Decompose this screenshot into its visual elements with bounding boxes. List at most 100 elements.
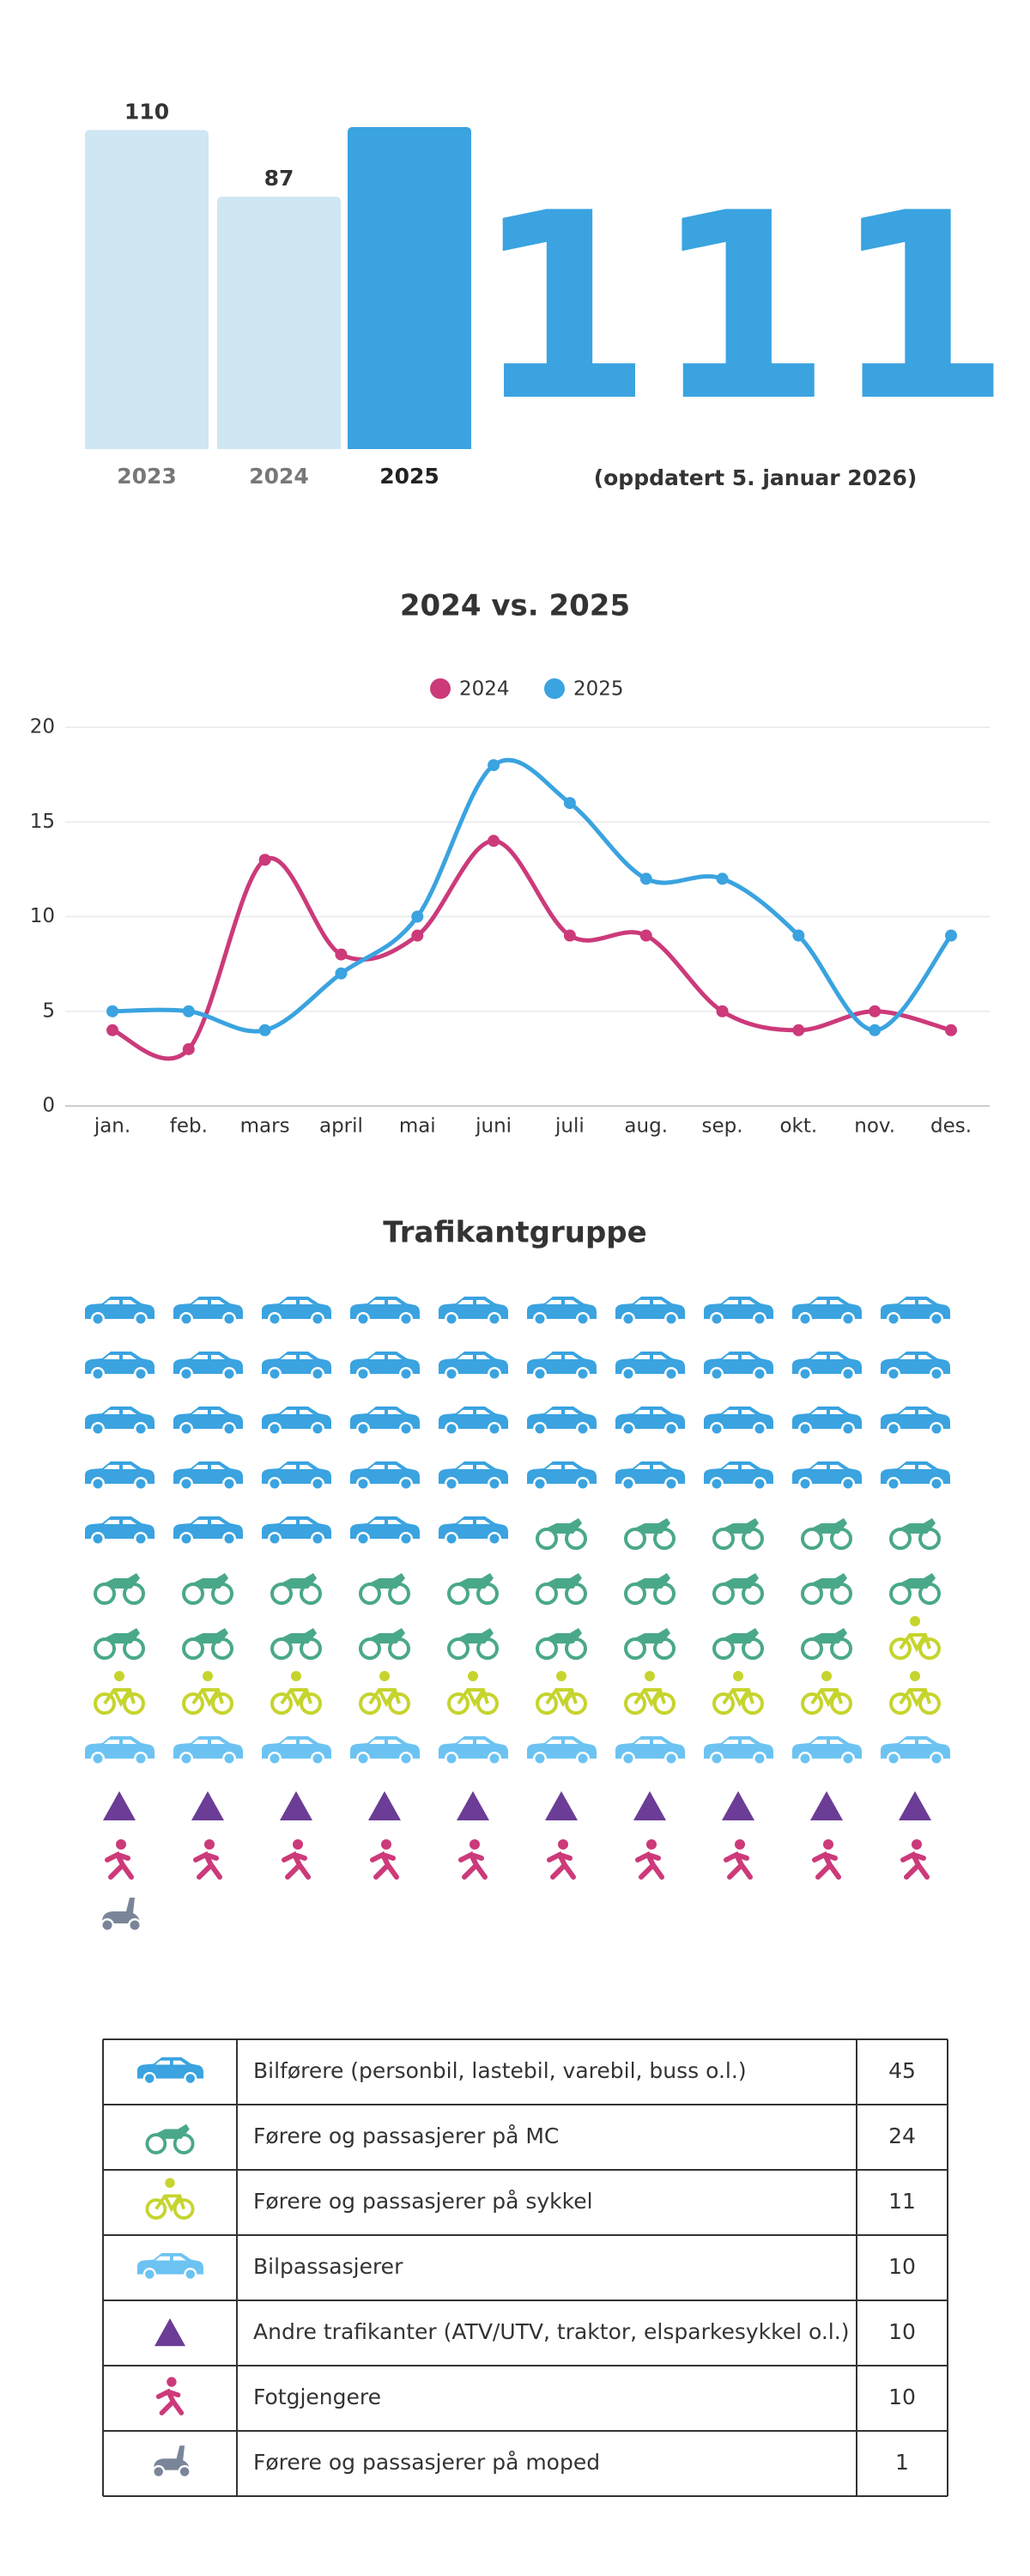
head <box>912 1839 922 1850</box>
icon-mc <box>801 1628 852 1660</box>
head <box>733 1671 743 1681</box>
icon-walker <box>900 1839 930 1880</box>
head <box>203 1671 213 1681</box>
mc-body <box>900 1573 936 1589</box>
point <box>716 1005 729 1018</box>
wheel <box>447 1583 470 1605</box>
icon-car <box>85 1297 154 1326</box>
wheel <box>130 1920 140 1930</box>
table-label: Fotgjengere <box>253 2385 381 2409</box>
line-title: 2024 vs. 2025 <box>400 589 630 623</box>
car-window <box>369 1520 402 1524</box>
triangle <box>154 2318 186 2347</box>
wheel <box>843 1369 853 1379</box>
head <box>204 1839 215 1850</box>
triangle <box>545 1791 578 1820</box>
x-tick-label: juni <box>475 1115 512 1138</box>
triangle <box>633 1791 666 1820</box>
wheel <box>136 1314 146 1324</box>
wheel <box>270 1753 280 1764</box>
head <box>291 1671 301 1681</box>
point <box>563 929 576 942</box>
car-window <box>457 1520 490 1524</box>
table-label: Bilførere (personbil, lastebil, varebil,… <box>253 2058 747 2083</box>
body <box>900 1850 930 1880</box>
wheel <box>359 1692 381 1715</box>
wheel <box>712 1479 722 1489</box>
wheel <box>888 1369 899 1379</box>
car-window <box>900 1740 932 1744</box>
x-tick-label: 2023 <box>117 464 177 489</box>
car-window <box>281 1355 313 1359</box>
line <box>112 757 953 1034</box>
wheel <box>888 1753 899 1764</box>
car-window <box>281 1410 313 1414</box>
car-window <box>546 1740 579 1744</box>
car-window <box>723 1355 755 1359</box>
triangle <box>810 1791 843 1820</box>
group-title: Trafikantgruppe <box>383 1216 646 1250</box>
wheel <box>712 1424 722 1434</box>
head <box>165 2178 175 2188</box>
head <box>114 1671 124 1681</box>
point <box>258 1024 271 1036</box>
car-window <box>634 1355 667 1359</box>
icon-triangle <box>899 1791 931 1820</box>
wheel <box>181 1424 191 1434</box>
icon-walker <box>105 1839 134 1880</box>
icon-mc <box>447 1628 499 1660</box>
icon-car <box>527 1461 597 1491</box>
icon-car <box>439 1297 508 1326</box>
icon-car <box>137 2057 203 2086</box>
point <box>335 948 348 961</box>
icon-car <box>173 1736 243 1765</box>
point <box>258 854 271 866</box>
icon-car <box>792 1297 862 1326</box>
point <box>106 1024 118 1036</box>
wheel <box>224 1479 234 1489</box>
mc-body <box>546 1518 582 1534</box>
head <box>116 1839 126 1850</box>
wheel <box>447 1692 470 1715</box>
car-window <box>634 1410 667 1414</box>
wheel <box>578 1424 588 1434</box>
wheel <box>181 1753 191 1764</box>
wheel <box>93 1534 103 1544</box>
head <box>167 2377 177 2387</box>
wheel <box>224 1534 234 1544</box>
wheel <box>181 1479 191 1489</box>
wheel <box>565 1692 587 1715</box>
icon-walker <box>547 1839 576 1880</box>
x-tick-label: sep. <box>702 1115 743 1138</box>
body <box>155 2388 185 2415</box>
icon-walker <box>635 1839 664 1880</box>
icon-triangle <box>368 1791 401 1820</box>
wheel <box>653 1692 676 1715</box>
triangle <box>368 1791 401 1820</box>
wheel <box>102 1920 112 1930</box>
wheel <box>489 1369 500 1379</box>
icon-mc <box>182 1628 233 1660</box>
icon-mc <box>145 2123 195 2154</box>
frame <box>545 1688 578 1708</box>
icon-car <box>615 1406 685 1436</box>
x-tick-label: juli <box>554 1115 585 1138</box>
icon-triangle <box>457 1791 489 1820</box>
wheel <box>578 1753 588 1764</box>
x-tick-label: april <box>319 1115 363 1138</box>
legend-label: 2025 <box>573 678 624 701</box>
car-window <box>192 1410 225 1414</box>
wheel <box>224 1753 234 1764</box>
icon-bike <box>536 1671 587 1715</box>
wheel <box>154 2467 163 2476</box>
car-window <box>811 1410 844 1414</box>
point <box>869 1024 882 1036</box>
icon-car <box>615 1352 685 1381</box>
x-tick-label: mars <box>240 1115 290 1138</box>
triangle <box>103 1791 136 1820</box>
table-count: 1 <box>895 2450 909 2475</box>
table-label: Bilpassasjerer <box>253 2254 403 2279</box>
icon-mc <box>94 1573 145 1605</box>
icon-mc <box>270 1573 322 1605</box>
